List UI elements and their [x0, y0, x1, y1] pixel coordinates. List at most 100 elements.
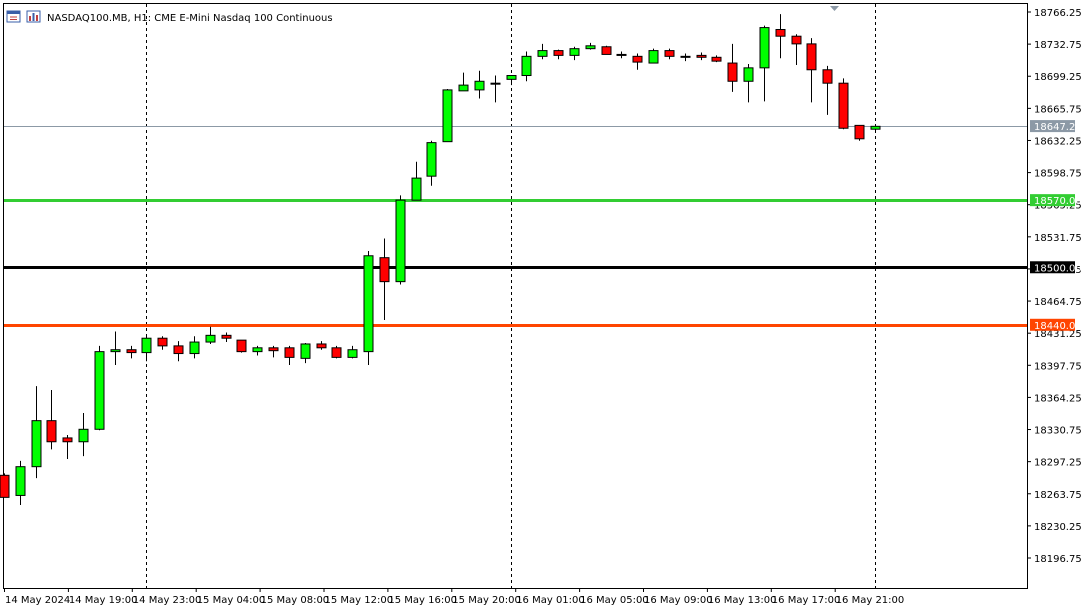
candle: [110, 331, 121, 366]
candle-body: [300, 343, 311, 359]
price-tick-label: 18665.75: [1034, 104, 1082, 115]
candle-body: [363, 255, 374, 353]
candle-body: [759, 27, 770, 69]
candle-body: [616, 53, 627, 56]
candle-body: [157, 337, 168, 347]
candle: [553, 49, 564, 60]
candle-body: [78, 428, 89, 443]
candle-body: [347, 349, 358, 358]
candle: [62, 435, 73, 460]
candle: [616, 51, 627, 59]
candle: [458, 72, 469, 92]
candle: [316, 341, 327, 350]
candle-body: [490, 82, 501, 85]
current-price-tag[interactable]: 18647.25: [1030, 120, 1082, 133]
candle-body: [458, 84, 469, 92]
candle: [236, 339, 247, 353]
level-tag-0[interactable]: 18570.00: [1030, 194, 1082, 207]
time-tick-label: 15 May 20:00: [452, 595, 521, 606]
time-tick-label: 14 May 23:00: [133, 595, 202, 606]
candle: [680, 53, 691, 62]
time-tick-label: 14 May 2024: [5, 595, 70, 606]
candle-body: [252, 347, 263, 353]
candle: [78, 412, 89, 457]
time-tick-label: 16 May 01:00: [516, 595, 585, 606]
candle-body: [664, 50, 675, 57]
chart-bars-icon[interactable]: [26, 10, 41, 23]
candle-body: [236, 339, 247, 353]
candle: [221, 332, 232, 343]
candle: [521, 51, 532, 82]
candle: [870, 124, 881, 132]
candle: [854, 124, 865, 141]
time-tick-label: 16 May 05:00: [580, 595, 649, 606]
price-tick-label: 18766.25: [1034, 8, 1082, 19]
candle-body: [110, 349, 121, 353]
level-tag-0-label: 18570.00: [1034, 196, 1082, 207]
candle-body: [284, 347, 295, 358]
candle: [743, 64, 754, 103]
candle: [442, 88, 453, 143]
candle: [664, 48, 675, 60]
candle-body: [506, 75, 517, 80]
candle: [268, 345, 279, 358]
candle-body: [791, 35, 802, 45]
price-tick-label: 18699.25: [1034, 72, 1082, 83]
candle: [759, 25, 770, 102]
candle: [157, 336, 168, 350]
chart-title: NASDAQ100.MB, H1: CME E-Mini Nasdaq 100 …: [47, 13, 333, 24]
candle: [585, 42, 596, 50]
level-tag-0-bg: [1030, 194, 1075, 207]
price-tick-label: 18364.25: [1034, 393, 1082, 404]
candle: [537, 43, 548, 60]
time-tick-label: 16 May 17:00: [772, 595, 841, 606]
time-tick-label: 16 May 21:00: [836, 595, 905, 606]
candle: [31, 386, 42, 479]
scroll-marker-icon[interactable]: [830, 6, 839, 11]
candle-body: [411, 177, 422, 201]
price-tick-label: 18632.25: [1034, 136, 1082, 147]
candle-body: [331, 347, 342, 358]
candle-body: [205, 334, 216, 343]
candle-body: [711, 56, 722, 62]
candle-body: [0, 474, 10, 498]
candle-body: [632, 55, 643, 63]
candle: [648, 48, 659, 64]
candle-body: [601, 46, 612, 55]
candle: [126, 345, 137, 359]
candle: [727, 43, 738, 92]
price-tick-label: 18531.75: [1034, 233, 1082, 244]
candle: [300, 343, 311, 364]
time-tick-label: 15 May 04:00: [197, 595, 266, 606]
candle: [205, 326, 216, 344]
candle-body: [553, 50, 564, 56]
price-tick-label: 18732.75: [1034, 40, 1082, 51]
window-icon[interactable]: [6, 10, 21, 23]
candle-body: [870, 125, 881, 130]
level-tag-2-bg: [1030, 318, 1075, 331]
level-tag-2[interactable]: 18440.00: [1030, 318, 1082, 332]
candle-body: [62, 437, 73, 443]
level-tag-1[interactable]: 18500.00: [1030, 261, 1082, 274]
candle-body: [680, 55, 691, 58]
price-tick-label: 18330.75: [1034, 426, 1082, 437]
level-tag-1-label: 18500.00: [1034, 263, 1082, 274]
candle-body: [727, 62, 738, 82]
price-tick-label: 18397.75: [1034, 361, 1082, 372]
price-tick-label: 18464.75: [1034, 297, 1082, 308]
candle: [411, 161, 422, 201]
candle-body: [15, 466, 26, 496]
candle: [94, 345, 105, 431]
candle: [347, 345, 358, 359]
price-tick-label: 18565.25: [1034, 201, 1082, 212]
price-tick-label: 18297.25: [1034, 458, 1082, 469]
candle-body: [743, 67, 754, 82]
candle: [601, 45, 612, 55]
candle: [632, 53, 643, 70]
candle-body: [189, 341, 200, 355]
candle: [506, 75, 517, 86]
candle-body: [854, 124, 865, 140]
candle: [0, 473, 10, 498]
time-tick-label: 16 May 09:00: [644, 595, 713, 606]
